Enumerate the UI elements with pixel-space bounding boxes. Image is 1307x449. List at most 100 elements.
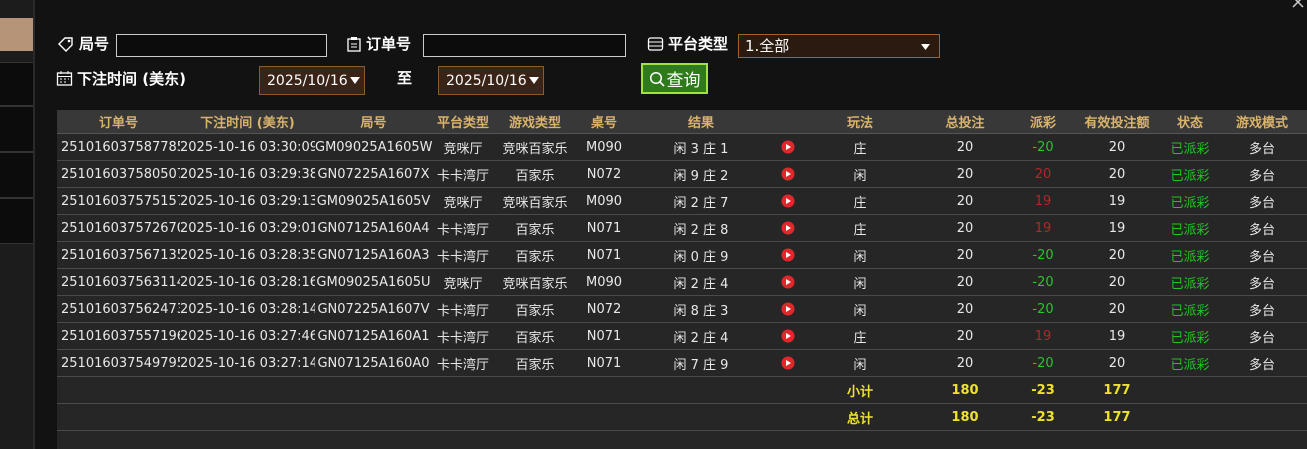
- cell: 闲: [805, 295, 915, 323]
- video-cell: [770, 187, 805, 215]
- search-icon: [649, 71, 665, 87]
- dropdown-arrow: [921, 44, 930, 50]
- cell: N071: [576, 322, 632, 350]
- cell: [180, 376, 315, 404]
- sidebar-tab[interactable]: [0, 62, 33, 106]
- table-row: 251016037563114 2025-10-16 03:28:16 GM0902…: [57, 268, 1307, 296]
- table-row: 251016037557196 2025-10-16 03:27:46 GN0712…: [57, 322, 1307, 350]
- date-text: 2025/10/16: [267, 72, 348, 89]
- cell: GN07125A160A1: [315, 322, 432, 350]
- play-icon[interactable]: [781, 329, 795, 343]
- play-icon[interactable]: [781, 356, 795, 370]
- total-value: 180: [915, 376, 1015, 404]
- cell: 百家乐: [494, 295, 576, 323]
- cell: [632, 403, 770, 431]
- cell: 卡卡湾厅: [432, 295, 494, 323]
- play-icon[interactable]: [781, 194, 795, 208]
- cell: 多台: [1217, 187, 1307, 215]
- cell: [1163, 403, 1217, 431]
- cell: 20: [1071, 349, 1163, 377]
- video-cell: [770, 349, 805, 377]
- column-header: 桌号: [576, 110, 632, 134]
- cell: N072: [576, 160, 632, 188]
- label-text: 平台类型: [668, 35, 729, 53]
- cell: GN07125A160A4: [315, 214, 432, 242]
- close-button[interactable]: [1291, 0, 1305, 9]
- cell: [494, 376, 576, 404]
- total-row: 小计 180 -23 177: [57, 376, 1307, 404]
- table-row: 251016037575157 2025-10-16 03:29:13 GM0902…: [57, 187, 1307, 215]
- sidebar-tab[interactable]: [0, 198, 33, 244]
- cell: 20: [1071, 268, 1163, 296]
- cell: 庄: [805, 214, 915, 242]
- cell: 已派彩: [1163, 268, 1217, 296]
- platform-select[interactable]: 1.全部: [738, 34, 940, 58]
- order-input[interactable]: [423, 34, 626, 57]
- play-icon[interactable]: [781, 221, 795, 235]
- column-header: 有效投注额: [1071, 110, 1163, 134]
- query-button[interactable]: 查询: [641, 63, 708, 94]
- sidebar-tab[interactable]: [0, 152, 33, 198]
- list-icon: [647, 36, 664, 51]
- play-icon[interactable]: [781, 302, 795, 316]
- cell: 251016037572670: [57, 214, 180, 242]
- cell: 多台: [1217, 160, 1307, 188]
- cell: 19: [1015, 322, 1071, 350]
- play-icon[interactable]: [781, 248, 795, 262]
- cell: 竞咪厅: [432, 268, 494, 296]
- column-header: 游戏模式: [1217, 110, 1307, 134]
- total-value: 177: [1071, 376, 1163, 404]
- cell: 闲: [805, 349, 915, 377]
- cell: 20: [915, 295, 1015, 323]
- total-label: 总计: [805, 403, 915, 431]
- cell: 闲: [805, 160, 915, 188]
- video-cell: [770, 133, 805, 161]
- video-cell: [770, 241, 805, 269]
- table-row: 251016037562473 2025-10-16 03:28:14 GN0722…: [57, 295, 1307, 323]
- select-value: 1.全部: [745, 37, 790, 55]
- cell: 2025-10-16 03:28:14: [180, 295, 315, 323]
- cell: 2025-10-16 03:29:38: [180, 160, 315, 188]
- cell: 251016037580507: [57, 160, 180, 188]
- table-row: 251016037549795 2025-10-16 03:27:14 GN0712…: [57, 349, 1307, 377]
- cell: 251016037587785: [57, 133, 180, 161]
- cell: 251016037563114: [57, 268, 180, 296]
- video-cell: [770, 295, 805, 323]
- total-row: 总计 180 -23 177: [57, 403, 1307, 431]
- play-icon[interactable]: [781, 275, 795, 289]
- video-cell: [770, 160, 805, 188]
- cell: M090: [576, 187, 632, 215]
- cell: 20: [915, 322, 1015, 350]
- column-header: 游戏类型: [494, 110, 576, 134]
- cell: [180, 403, 315, 431]
- date-from[interactable]: 2025/10/16: [259, 66, 365, 95]
- cell: 竞咪百家乐: [494, 268, 576, 296]
- cell: 庄: [805, 133, 915, 161]
- label-text: 局号: [79, 35, 110, 53]
- cell: 多台: [1217, 295, 1307, 323]
- label-text: 至: [397, 69, 413, 87]
- header-row: 订单号 下注时间 (美东) 局号 平台类型 游戏类型 桌号 结果 玩法 总投注 派彩 有效投注额 状态…: [57, 110, 1307, 134]
- cell: [432, 376, 494, 404]
- cell: 多台: [1217, 268, 1307, 296]
- sidebar-tab[interactable]: [0, 106, 33, 152]
- bet-table: 订单号 下注时间 (美东) 局号 平台类型 游戏类型 桌号 结果 玩法 总投注 派彩 有效投注额 状态…: [57, 110, 1307, 431]
- round-input[interactable]: [116, 34, 327, 57]
- cell: 2025-10-16 03:28:35: [180, 241, 315, 269]
- cell: [494, 403, 576, 431]
- date-to[interactable]: 2025/10/16: [438, 66, 544, 95]
- column-header: 订单号: [57, 110, 180, 134]
- cell: 多台: [1217, 214, 1307, 242]
- cell: 251016037557196: [57, 322, 180, 350]
- sidebar: [0, 0, 35, 449]
- cell: 20: [1015, 160, 1071, 188]
- cell: 20: [1071, 160, 1163, 188]
- cell: 已派彩: [1163, 160, 1217, 188]
- cell: 百家乐: [494, 241, 576, 269]
- cell: 卡卡湾厅: [432, 160, 494, 188]
- total-value: 177: [1071, 403, 1163, 431]
- play-icon[interactable]: [781, 140, 795, 154]
- cell: 19: [1071, 214, 1163, 242]
- cell: 卡卡湾厅: [432, 322, 494, 350]
- play-icon[interactable]: [781, 167, 795, 181]
